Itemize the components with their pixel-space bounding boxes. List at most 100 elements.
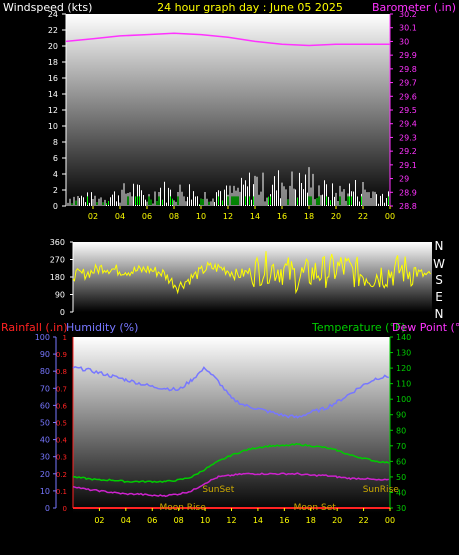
humidity-tick-label: 100 <box>35 333 50 342</box>
rain-tick-label: 0.6 <box>56 402 68 410</box>
barometer-tick-label: 30.1 <box>399 24 417 33</box>
compass-e: E <box>435 290 443 304</box>
temperature-tick-label: 60 <box>396 457 406 466</box>
x-tick-label: 14 <box>250 212 260 221</box>
rain-title: Rainfall (.in) <box>1 321 68 334</box>
humidity-tick-label: 10 <box>40 487 50 496</box>
wind-tick-label: 4 <box>53 170 58 179</box>
dewpoint-title: Dew Point (°F) <box>392 321 459 334</box>
x-tick-label: 12 <box>223 212 233 221</box>
direction-panel <box>73 242 432 312</box>
x-tick-label: 04 <box>115 212 125 221</box>
wind-direction-line <box>72 251 431 295</box>
temperature-title: Temperature (°F) <box>311 321 406 334</box>
wind-tick-label: 8 <box>53 138 58 147</box>
x-tick-label: 22 <box>358 212 368 221</box>
barometer-tick-label: 30.2 <box>399 10 417 19</box>
wind-tick-label: 2 <box>53 186 58 195</box>
rain-tick-label: 0.1 <box>56 488 67 496</box>
astro-label: Moon Rise <box>159 503 206 513</box>
direction-tick-label: 270 <box>50 256 65 265</box>
humidity-tick-label: 0 <box>45 504 50 513</box>
barometer-tick-label: 29.5 <box>399 106 417 115</box>
wind-tick-label: 16 <box>48 74 58 83</box>
astro-label: SunRise <box>363 485 400 495</box>
x-tick-label: 00 <box>385 212 395 221</box>
rain-tick-label: 1 <box>63 334 67 342</box>
direction-tick-label: 90 <box>55 291 65 300</box>
temperature-tick-label: 90 <box>396 411 406 420</box>
wind-tick-label: 10 <box>48 122 58 131</box>
x-tick-label: 10 <box>196 212 206 221</box>
x-tick-label: 02 <box>94 516 104 525</box>
barometer-tick-label: 29.4 <box>399 120 417 129</box>
humidity-tick-label: 90 <box>40 350 50 359</box>
x-tick-label: 16 <box>277 212 287 221</box>
humidity-tick-label: 40 <box>40 436 50 445</box>
humidity-tick-label: 50 <box>40 419 50 428</box>
barometer-tick-label: 30 <box>399 37 409 46</box>
barometer-tick-label: 28.9 <box>399 188 417 197</box>
temperature-tick-label: 110 <box>396 380 411 389</box>
rain-tick-label: 0.7 <box>56 385 67 393</box>
temperature-tick-label: 50 <box>396 473 406 482</box>
wind-tick-label: 6 <box>53 154 58 163</box>
wind-tick-label: 0 <box>53 202 58 211</box>
rain-tick-label: 0.2 <box>56 471 67 479</box>
x-tick-label: 10 <box>200 516 210 525</box>
main-title: 24 hour graph day : June 05 2025 <box>157 1 343 14</box>
barometer-tick-label: 29.6 <box>399 92 417 101</box>
humidity-tick-label: 70 <box>40 384 50 393</box>
x-tick-label: 08 <box>174 516 184 525</box>
wind-tick-label: 12 <box>48 106 58 115</box>
wind-panel <box>66 14 390 206</box>
compass-n-bottom: N <box>435 307 444 321</box>
humidity-tick-label: 60 <box>40 401 50 410</box>
wind-title: Windspeed (kts) <box>3 1 92 14</box>
temperature-line <box>72 442 390 484</box>
barometer-tick-label: 28.8 <box>399 202 417 211</box>
humidity-title: Humidity (%) <box>66 321 138 334</box>
rain-tick-label: 0.9 <box>56 351 67 359</box>
x-tick-label: 02 <box>88 212 98 221</box>
barometer-tick-label: 29.1 <box>399 161 417 170</box>
astro-label: Moon Set <box>294 503 337 513</box>
barometer-tick-label: 29.2 <box>399 147 417 156</box>
x-tick-label: 20 <box>332 516 342 525</box>
x-tick-label: 06 <box>142 212 152 221</box>
climate-panel <box>73 337 390 513</box>
temperature-tick-label: 140 <box>396 333 411 342</box>
barometer-tick-label: 29.9 <box>399 51 417 60</box>
temperature-tick-label: 30 <box>396 504 406 513</box>
x-tick-label: 08 <box>169 212 179 221</box>
x-tick-label: 18 <box>306 516 316 525</box>
humidity-tick-label: 20 <box>40 470 50 479</box>
direction-tick-label: 180 <box>50 273 65 282</box>
humidity-tick-label: 80 <box>40 367 50 376</box>
x-tick-label: 14 <box>253 516 263 525</box>
x-tick-label: 16 <box>279 516 289 525</box>
wind-tick-label: 24 <box>48 10 58 19</box>
humidity-tick-label: 30 <box>40 453 50 462</box>
temperature-tick-label: 100 <box>396 395 411 404</box>
humidity-line <box>72 365 390 419</box>
x-tick-label: 06 <box>147 516 157 525</box>
wind-tick-label: 22 <box>48 26 58 35</box>
wind-tick-label: 14 <box>48 90 58 99</box>
x-tick-label: 22 <box>358 516 368 525</box>
baro-title: Barometer (.in) <box>372 1 456 14</box>
x-tick-label: 18 <box>304 212 314 221</box>
temperature-tick-label: 130 <box>396 349 411 358</box>
temperature-tick-label: 40 <box>396 488 406 497</box>
rain-tick-label: 0.8 <box>56 368 67 376</box>
barometer-tick-label: 29 <box>399 175 409 184</box>
dewpoint-line <box>72 472 389 498</box>
rain-tick-label: 0.3 <box>56 454 67 462</box>
compass-s: S <box>435 273 443 287</box>
x-tick-label: 04 <box>121 516 131 525</box>
compass-n-top: N <box>435 239 444 253</box>
x-tick-label: 20 <box>331 212 341 221</box>
rain-tick-label: 0 <box>63 505 67 513</box>
x-tick-label: 00 <box>385 516 395 525</box>
